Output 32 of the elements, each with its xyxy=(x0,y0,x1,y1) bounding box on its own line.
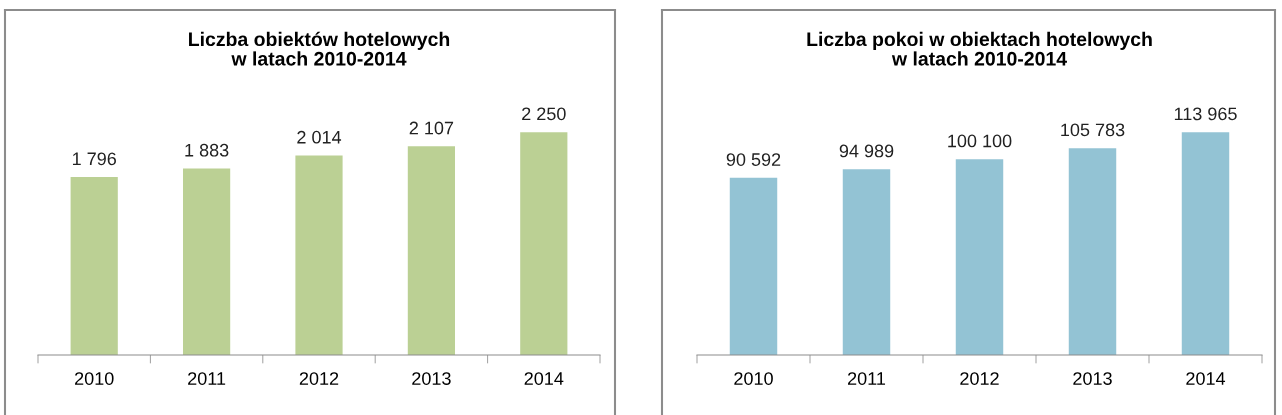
bar xyxy=(70,177,118,355)
bar xyxy=(407,146,455,355)
x-tick-label: 2013 xyxy=(412,372,451,385)
bar xyxy=(1068,148,1117,355)
data-label: 1 796 xyxy=(72,152,116,166)
data-label: 94 989 xyxy=(839,144,894,158)
bar xyxy=(955,159,1004,355)
data-label: 2 107 xyxy=(409,121,454,135)
data-label: 2 250 xyxy=(522,107,566,121)
x-tick-label: 2014 xyxy=(1186,372,1226,385)
bar xyxy=(520,132,568,355)
bar xyxy=(183,168,231,355)
x-tick-label: 2010 xyxy=(75,372,114,385)
bar xyxy=(295,155,343,355)
x-tick-label: 2014 xyxy=(524,372,564,385)
chart-title: Liczba obiektów hotelowych w latach 2010-2014 xyxy=(189,31,450,66)
bar xyxy=(842,169,891,355)
chart-title: Liczba pokoi w obiektach hotelowych w latach 2010-2014 xyxy=(807,31,1152,66)
x-tick-label: 2012 xyxy=(299,372,339,385)
x-tick-label: 2010 xyxy=(734,372,773,385)
bar xyxy=(1181,132,1230,355)
data-label: 100 100 xyxy=(948,134,1012,148)
x-tick-label: 2012 xyxy=(960,372,999,385)
data-label: 90 592 xyxy=(726,153,781,166)
data-label: 2 014 xyxy=(297,130,342,144)
x-tick-label: 2011 xyxy=(188,372,226,385)
bar xyxy=(729,177,778,355)
data-label: 105 783 xyxy=(1061,123,1125,137)
x-tick-label: 2011 xyxy=(847,372,886,385)
data-label: 1 883 xyxy=(185,143,229,157)
x-tick-label: 2013 xyxy=(1073,372,1112,385)
data-label: 113 965 xyxy=(1174,107,1237,121)
